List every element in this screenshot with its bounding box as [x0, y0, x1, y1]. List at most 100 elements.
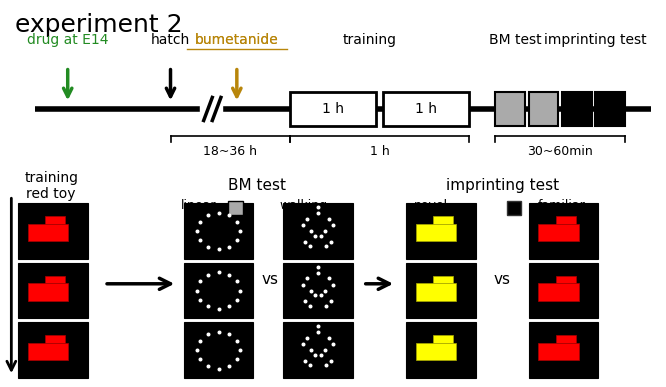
Point — [298, 222, 309, 228]
Text: BM test: BM test — [489, 34, 541, 48]
FancyBboxPatch shape — [184, 203, 254, 259]
FancyBboxPatch shape — [433, 276, 454, 283]
Point — [202, 363, 213, 369]
Point — [195, 278, 206, 284]
Point — [324, 216, 334, 222]
Point — [224, 363, 234, 369]
FancyBboxPatch shape — [27, 224, 68, 241]
Point — [224, 331, 234, 337]
Point — [202, 244, 213, 250]
FancyBboxPatch shape — [496, 92, 525, 126]
FancyBboxPatch shape — [27, 283, 68, 301]
Point — [316, 233, 327, 239]
FancyBboxPatch shape — [529, 322, 598, 378]
Point — [320, 288, 330, 294]
FancyBboxPatch shape — [416, 224, 456, 241]
Text: novel: novel — [414, 199, 448, 212]
Point — [195, 356, 206, 362]
FancyBboxPatch shape — [283, 263, 353, 319]
Text: bumetanide: bumetanide — [195, 34, 278, 48]
Point — [234, 347, 245, 353]
Point — [224, 212, 234, 218]
FancyBboxPatch shape — [184, 322, 254, 378]
Point — [195, 219, 206, 225]
Point — [195, 297, 206, 303]
FancyBboxPatch shape — [45, 216, 65, 224]
FancyBboxPatch shape — [556, 336, 576, 343]
Point — [213, 209, 224, 216]
FancyBboxPatch shape — [556, 276, 576, 283]
Text: 1 h: 1 h — [415, 102, 437, 116]
Point — [324, 335, 334, 341]
Point — [305, 362, 316, 368]
Text: training
red toy: training red toy — [24, 171, 78, 201]
Point — [328, 341, 338, 348]
Text: imprinting test: imprinting test — [543, 34, 646, 48]
Point — [224, 244, 234, 250]
FancyBboxPatch shape — [556, 216, 576, 224]
Point — [232, 219, 242, 225]
Point — [321, 303, 332, 309]
FancyBboxPatch shape — [383, 92, 469, 126]
Point — [234, 228, 245, 234]
Point — [324, 275, 334, 281]
Text: BM test: BM test — [228, 178, 286, 194]
FancyBboxPatch shape — [562, 92, 591, 126]
FancyBboxPatch shape — [406, 322, 476, 378]
Text: vs: vs — [262, 272, 278, 288]
FancyBboxPatch shape — [433, 336, 454, 343]
Text: 1 h: 1 h — [322, 102, 344, 116]
FancyBboxPatch shape — [538, 224, 579, 241]
FancyBboxPatch shape — [416, 343, 456, 360]
Point — [232, 278, 242, 284]
Point — [310, 233, 320, 239]
Point — [192, 228, 202, 234]
FancyBboxPatch shape — [18, 322, 88, 378]
Point — [232, 237, 242, 243]
Point — [232, 356, 242, 362]
Point — [300, 298, 310, 304]
Text: bumetanide: bumetanide — [195, 34, 278, 48]
FancyBboxPatch shape — [290, 92, 376, 126]
Point — [306, 228, 317, 234]
Point — [313, 210, 324, 216]
Point — [313, 264, 324, 270]
Point — [328, 282, 338, 288]
Point — [213, 329, 224, 335]
Point — [326, 358, 337, 364]
FancyBboxPatch shape — [529, 203, 598, 259]
Point — [302, 275, 313, 281]
Point — [298, 341, 309, 348]
Point — [328, 222, 338, 228]
Point — [326, 239, 337, 245]
Point — [326, 298, 337, 304]
FancyBboxPatch shape — [18, 203, 88, 259]
Point — [195, 237, 206, 243]
Point — [320, 228, 330, 234]
FancyBboxPatch shape — [27, 343, 68, 360]
FancyBboxPatch shape — [529, 263, 598, 319]
FancyBboxPatch shape — [538, 283, 579, 301]
Point — [213, 365, 224, 372]
Point — [316, 292, 327, 298]
Point — [234, 288, 245, 294]
Text: 18~36 h: 18~36 h — [203, 146, 257, 158]
Point — [310, 351, 320, 358]
FancyBboxPatch shape — [18, 263, 88, 319]
Point — [224, 271, 234, 277]
Text: 30~60min: 30~60min — [527, 146, 593, 158]
Point — [202, 271, 213, 277]
Point — [232, 297, 242, 303]
Point — [310, 292, 320, 298]
Point — [224, 303, 234, 310]
FancyBboxPatch shape — [416, 283, 456, 301]
Text: hatch: hatch — [151, 34, 190, 48]
Text: familiar: familiar — [538, 199, 585, 212]
Text: vs: vs — [494, 272, 511, 288]
FancyBboxPatch shape — [283, 203, 353, 259]
Point — [305, 303, 316, 309]
FancyBboxPatch shape — [406, 263, 476, 319]
FancyBboxPatch shape — [228, 201, 243, 215]
Point — [306, 288, 317, 294]
Point — [202, 303, 213, 310]
